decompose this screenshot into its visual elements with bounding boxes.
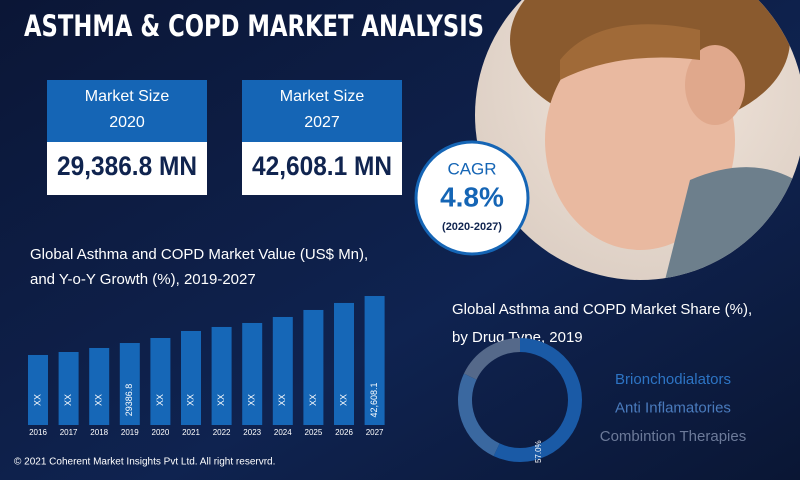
card: Market Size 2027 42,608.1 MN (242, 80, 402, 195)
title: ASTHMA & COPD MARKET ANALYSIS (24, 9, 484, 43)
card-value: 42,608.1 MN (252, 151, 392, 181)
chart-title: by Drug Type, 2019 (452, 329, 583, 346)
data-label: XX (94, 394, 104, 406)
data-label: XX (277, 394, 287, 406)
bar (364, 296, 385, 425)
chart-title: Global Asthma and COPD Market Share (%), (452, 301, 752, 318)
data-label: XX (63, 394, 73, 406)
bar (58, 352, 79, 425)
bar (28, 354, 48, 425)
x-tick-label: 2017 (60, 428, 78, 437)
card-year: 2020 (109, 114, 145, 131)
bar (89, 347, 110, 425)
data-label: 57.0% (534, 440, 543, 463)
chart-title: Global Asthma and COPD Market Value (US$… (30, 246, 368, 263)
bar (119, 343, 140, 425)
x-tick-label: 2020 (152, 428, 170, 437)
data-label: XX (185, 394, 195, 406)
data-label: XX (216, 394, 226, 406)
x-tick-label: 2027 (366, 428, 384, 437)
bar (272, 316, 293, 425)
donut-segment (458, 373, 500, 457)
card-year: 2027 (304, 114, 340, 131)
bar (303, 309, 324, 425)
bar (334, 302, 354, 425)
legend-label: Brionchodialators (615, 371, 731, 388)
chart-title: and Y-o-Y Growth (%), 2019-2027 (30, 271, 256, 288)
data-label: XX (32, 394, 42, 406)
cagr-label: CAGR (447, 159, 496, 178)
data-label: 42,608.1 (369, 382, 379, 417)
data-label: XX (247, 394, 257, 406)
donut-segment (493, 338, 583, 462)
bar (242, 322, 263, 425)
x-tick-label: 2025 (305, 428, 323, 437)
card: Market Size 2020 29,386.8 MN (47, 80, 207, 195)
card-label: Market Size (85, 88, 170, 105)
card-value: 29,386.8 MN (57, 151, 197, 181)
x-tick-label: 2019 (121, 428, 139, 437)
donut-segment (463, 338, 520, 380)
data-label: 29386.8 (124, 384, 134, 417)
bar (181, 330, 201, 425)
footer: © 2021 Coherent Market Insights Pvt Ltd.… (14, 457, 275, 468)
bar (150, 337, 171, 425)
data-label: XX (308, 394, 318, 406)
x-tick-label: 2024 (274, 428, 292, 437)
data-label: XX (338, 394, 348, 406)
card-label: Market Size (280, 88, 365, 105)
legend-label: Anti Inflamatories (615, 399, 731, 416)
cagr-badge: CAGR 4.8% (2020-2027) (414, 140, 530, 256)
bar (211, 326, 232, 425)
data-label: XX (155, 394, 165, 406)
x-tick-label: 2026 (335, 428, 353, 437)
x-tick-label: 2018 (90, 428, 108, 437)
cagr-period: (2020-2027) (442, 221, 502, 233)
cagr-value: 4.8% (440, 181, 504, 212)
x-tick-label: 2022 (213, 428, 231, 437)
legend-label: Combintion Therapies (600, 428, 746, 445)
x-tick-label: 2021 (182, 428, 200, 437)
x-tick-label: 2016 (29, 428, 47, 437)
photo (475, 0, 800, 280)
x-tick-label: 2023 (243, 428, 261, 437)
